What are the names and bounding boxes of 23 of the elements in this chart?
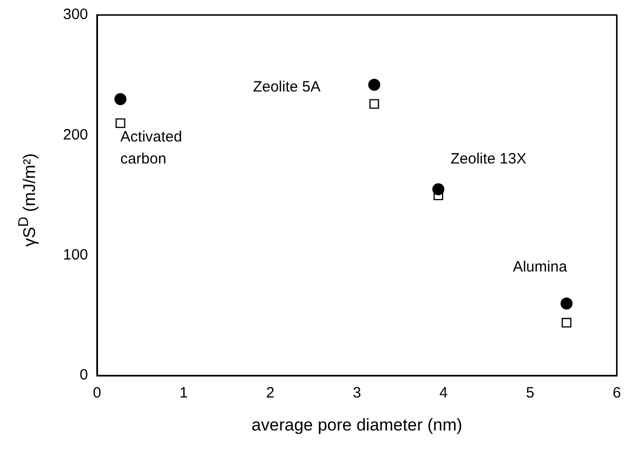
annotation: Zeolite 5A	[252, 78, 321, 96]
point	[368, 78, 380, 91]
y-tick-label: 100	[62, 246, 88, 264]
y-tick-label: 200	[62, 126, 88, 144]
x-tick-label: 4	[439, 384, 448, 402]
y-tick-label: 0	[80, 366, 88, 384]
point	[432, 183, 444, 196]
y-tick-label: 300	[62, 6, 88, 24]
x-tick-label: 6	[612, 384, 621, 402]
point	[560, 297, 573, 310]
annotation: Alumina	[512, 258, 568, 276]
point	[114, 93, 126, 106]
annotation: Zeolite 13X	[450, 150, 526, 168]
point	[116, 118, 126, 128]
x-tick-label: 1	[179, 384, 188, 402]
x-tick-label: 2	[266, 384, 274, 402]
x-tick-label: 3	[352, 384, 362, 402]
point	[562, 318, 572, 328]
x-tick-label: 5	[526, 384, 534, 402]
point	[369, 99, 380, 109]
annotation: Activated carbon	[120, 128, 182, 168]
x-tick-label: 0	[92, 384, 102, 402]
x-axis-title: average pore diameter (nm)	[252, 415, 462, 434]
